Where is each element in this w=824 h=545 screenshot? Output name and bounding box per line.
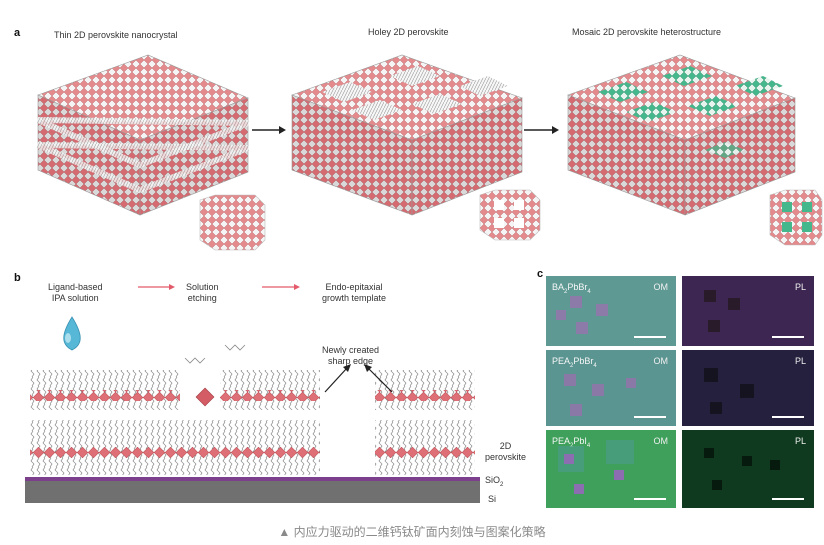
layer-label-2d-perovskite: 2D perovskite <box>485 441 527 462</box>
om-tag-3: OM <box>653 436 669 446</box>
nanocrystal-thin <box>36 54 266 251</box>
ipa-droplet-icon <box>63 316 81 351</box>
panel-a-title-3: Mosaic 2D perovskite heterostructure <box>572 27 722 37</box>
panel-a-title-2: Holey 2D perovskite <box>368 27 449 37</box>
arrow-a2-head <box>552 126 559 134</box>
panel-a-label: a <box>14 27 21 39</box>
panel-a-illustration <box>36 54 823 251</box>
figure-caption: ▲ 内应力驱动的二维钙钛矿面内刻蚀与图案化策略 <box>278 525 546 539</box>
nanocrystal-holey <box>291 54 541 241</box>
nanocrystal-mosaic <box>567 54 823 246</box>
pl-image-pea2pbbr4: PL <box>682 350 814 426</box>
sio2-layer <box>25 477 480 481</box>
si-substrate <box>25 481 480 503</box>
om-image-pea2pbbr4: PEA2PbBr4 OM <box>546 350 676 426</box>
panel-a-title-1: Thin 2D perovskite nanocrystal <box>54 30 178 40</box>
material-label-pea2pbi4: PEA2PbI4 <box>552 436 591 449</box>
pl-image-pea2pbi4: PL <box>682 430 814 508</box>
step-solution-etching: Solution etching <box>186 282 219 303</box>
material-label-ba2pbbr4: BA2PbBr4 <box>552 282 591 295</box>
om-tag-2: OM <box>653 356 669 366</box>
pl-tag-3: PL <box>794 436 806 446</box>
om-image-ba2pbbr4: BA2PbBr4 OM <box>546 276 676 346</box>
om-image-pea2pbi4: PEA2PbI4 OM <box>546 430 676 508</box>
sharp-edge-annotation: Newly created sharp edge <box>322 345 380 366</box>
pl-tag: PL <box>794 282 806 292</box>
step-growth-template: Endo-epitaxial growth template <box>322 282 387 303</box>
panel-c-label: c <box>537 268 544 280</box>
step-ligand-solution: Ligand-based IPA solution <box>48 282 103 303</box>
panel-b-label: b <box>14 272 21 284</box>
arrow-a1-head <box>279 126 286 134</box>
pl-image-ba2pbbr4: PL <box>682 276 814 346</box>
om-tag: OM <box>653 282 669 292</box>
layer-label-si: Si <box>488 494 497 504</box>
panel-b-illustration <box>25 284 480 503</box>
pl-tag-2: PL <box>794 356 806 366</box>
material-label-pea2pbbr4: PEA2PbBr4 <box>552 356 597 369</box>
layer-label-sio2: SiO2 <box>485 475 504 488</box>
